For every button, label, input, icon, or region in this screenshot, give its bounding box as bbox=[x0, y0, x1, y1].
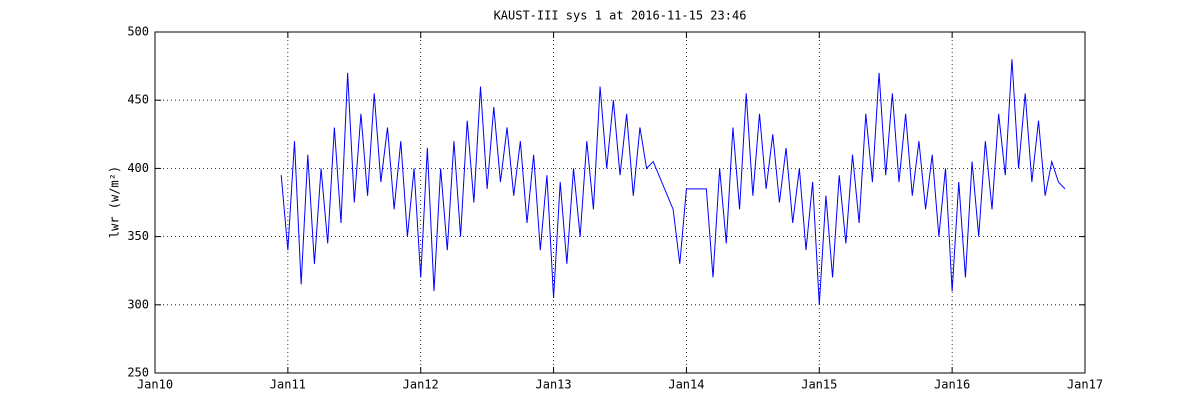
y-tick-label: 500 bbox=[127, 25, 149, 39]
x-tick-label: Jan10 bbox=[137, 378, 173, 392]
x-tick-label: Jan11 bbox=[270, 378, 306, 392]
y-tick-label: 250 bbox=[127, 366, 149, 380]
plot-frame bbox=[154, 31, 1086, 374]
x-tick-label: Jan14 bbox=[668, 378, 704, 392]
chart-title: KAUST-III sys 1 at 2016-11-15 23:46 bbox=[494, 9, 747, 23]
y-tick-label: 400 bbox=[127, 161, 149, 175]
y-tick-label: 300 bbox=[127, 297, 149, 311]
y-tick-label: 350 bbox=[127, 229, 149, 243]
x-tick-label: Jan17 bbox=[1067, 378, 1103, 392]
data-line bbox=[280, 59, 1066, 305]
x-tick-label: Jan16 bbox=[934, 378, 970, 392]
y-axis-label: lwr (w/m²) bbox=[108, 166, 122, 238]
x-tick-label: Jan12 bbox=[403, 378, 439, 392]
y-tick-label: 450 bbox=[127, 93, 149, 107]
x-tick-label: Jan13 bbox=[536, 378, 572, 392]
x-tick-label: Jan15 bbox=[801, 378, 837, 392]
